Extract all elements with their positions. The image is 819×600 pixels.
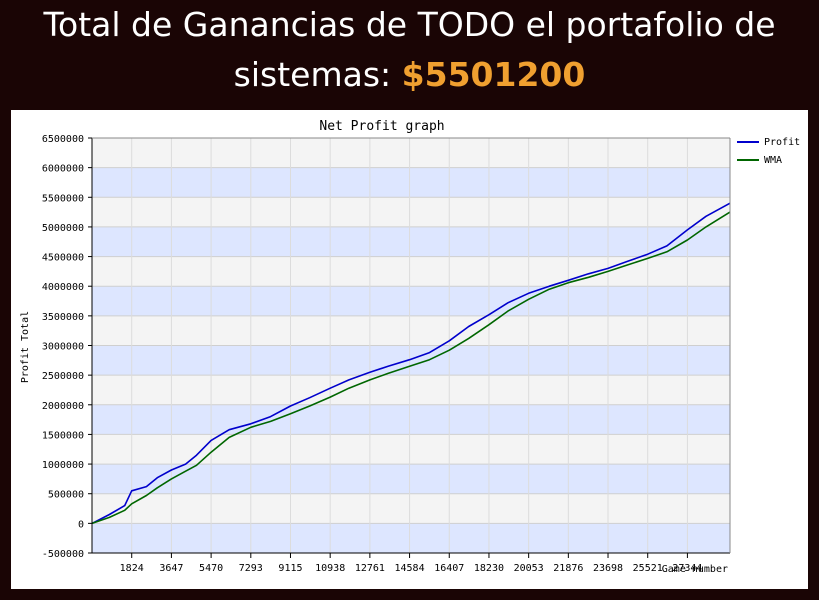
plot-band (92, 345, 730, 376)
series-line-profit (91, 202, 731, 525)
y-tick-label: 0 (78, 519, 84, 530)
y-tick-label: 4500000 (42, 253, 84, 264)
headline-line-2: sistemas: $5501200 (0, 50, 819, 100)
y-axis-ticks: 6500000600000055000005000000450000040000… (42, 134, 92, 560)
x-tick-label: 7293 (239, 563, 263, 574)
x-tick-label: 9115 (278, 563, 302, 574)
plot-band (92, 197, 730, 227)
y-tick-label: 6000000 (42, 164, 84, 175)
x-tick-label: 12761 (355, 563, 385, 574)
x-tick-label: 1824 (120, 563, 144, 574)
y-tick-label: 2000000 (42, 401, 84, 412)
series-line-wma (91, 211, 731, 525)
plot-band (92, 315, 730, 346)
y-tick-label: 3000000 (42, 342, 84, 353)
y-tick-label: 4000000 (42, 282, 84, 293)
x-tick-label: 27344 (672, 563, 702, 574)
legend: Profit WMA (737, 137, 800, 166)
x-tick-label: 25521 (633, 563, 663, 574)
plot-band (92, 434, 730, 465)
net-profit-chart: Net Profit graph Profit Total Game numbe… (20, 119, 800, 575)
y-tick-label: 2500000 (42, 371, 84, 382)
plot-band (92, 138, 730, 168)
y-tick-label: 500000 (48, 490, 84, 501)
y-tick-label: 1500000 (42, 430, 84, 441)
y-axis-label: Profit Total (20, 311, 31, 383)
plot-axes (91, 137, 731, 554)
plot-band (92, 167, 730, 198)
plot-band (92, 493, 730, 524)
total-profit-amount: $5501200 (401, 55, 586, 94)
headline-line-1: Total de Ganancias de TODO el portafolio… (43, 5, 776, 44)
y-tick-label: 1000000 (42, 460, 84, 471)
plot-band (92, 256, 730, 287)
plot-bands (92, 138, 730, 553)
plot-band (92, 464, 730, 494)
x-tick-label: 16407 (434, 563, 464, 574)
y-tick-label: 6500000 (42, 134, 84, 145)
x-tick-label: 3647 (159, 563, 183, 574)
x-tick-label: 14584 (395, 563, 425, 574)
y-tick-label: 5000000 (42, 223, 84, 234)
plot-band (92, 523, 730, 553)
x-axis-label: Game number (662, 564, 728, 575)
plot-band (92, 286, 730, 316)
plot-band (92, 226, 730, 257)
headline-prefix: sistemas: (233, 55, 392, 94)
plot-band (92, 404, 730, 435)
y-tick-label: -500000 (42, 549, 84, 560)
x-tick-label: 10938 (315, 563, 345, 574)
legend-label-profit: Profit (764, 137, 800, 148)
plot-band (92, 375, 730, 405)
x-tick-label: 5470 (199, 563, 223, 574)
x-tick-label: 23698 (593, 563, 623, 574)
chart-title: Net Profit graph (319, 119, 444, 134)
x-axis-ticks: 1824 3647 5470 7293 9115 10938 12761 14584 16407… (120, 553, 702, 574)
headline: Total de Ganancias de TODO el portafolio… (0, 0, 819, 100)
x-tick-label: 20053 (514, 563, 544, 574)
x-tick-label: 21876 (553, 563, 583, 574)
y-tick-label: 3500000 (42, 312, 84, 323)
x-tick-label: 18230 (474, 563, 504, 574)
legend-label-wma: WMA (764, 155, 782, 166)
y-tick-label: 5500000 (42, 193, 84, 204)
chart-panel: Net Profit graph Profit Total Game numbe… (11, 110, 808, 589)
series-lines (91, 202, 731, 525)
